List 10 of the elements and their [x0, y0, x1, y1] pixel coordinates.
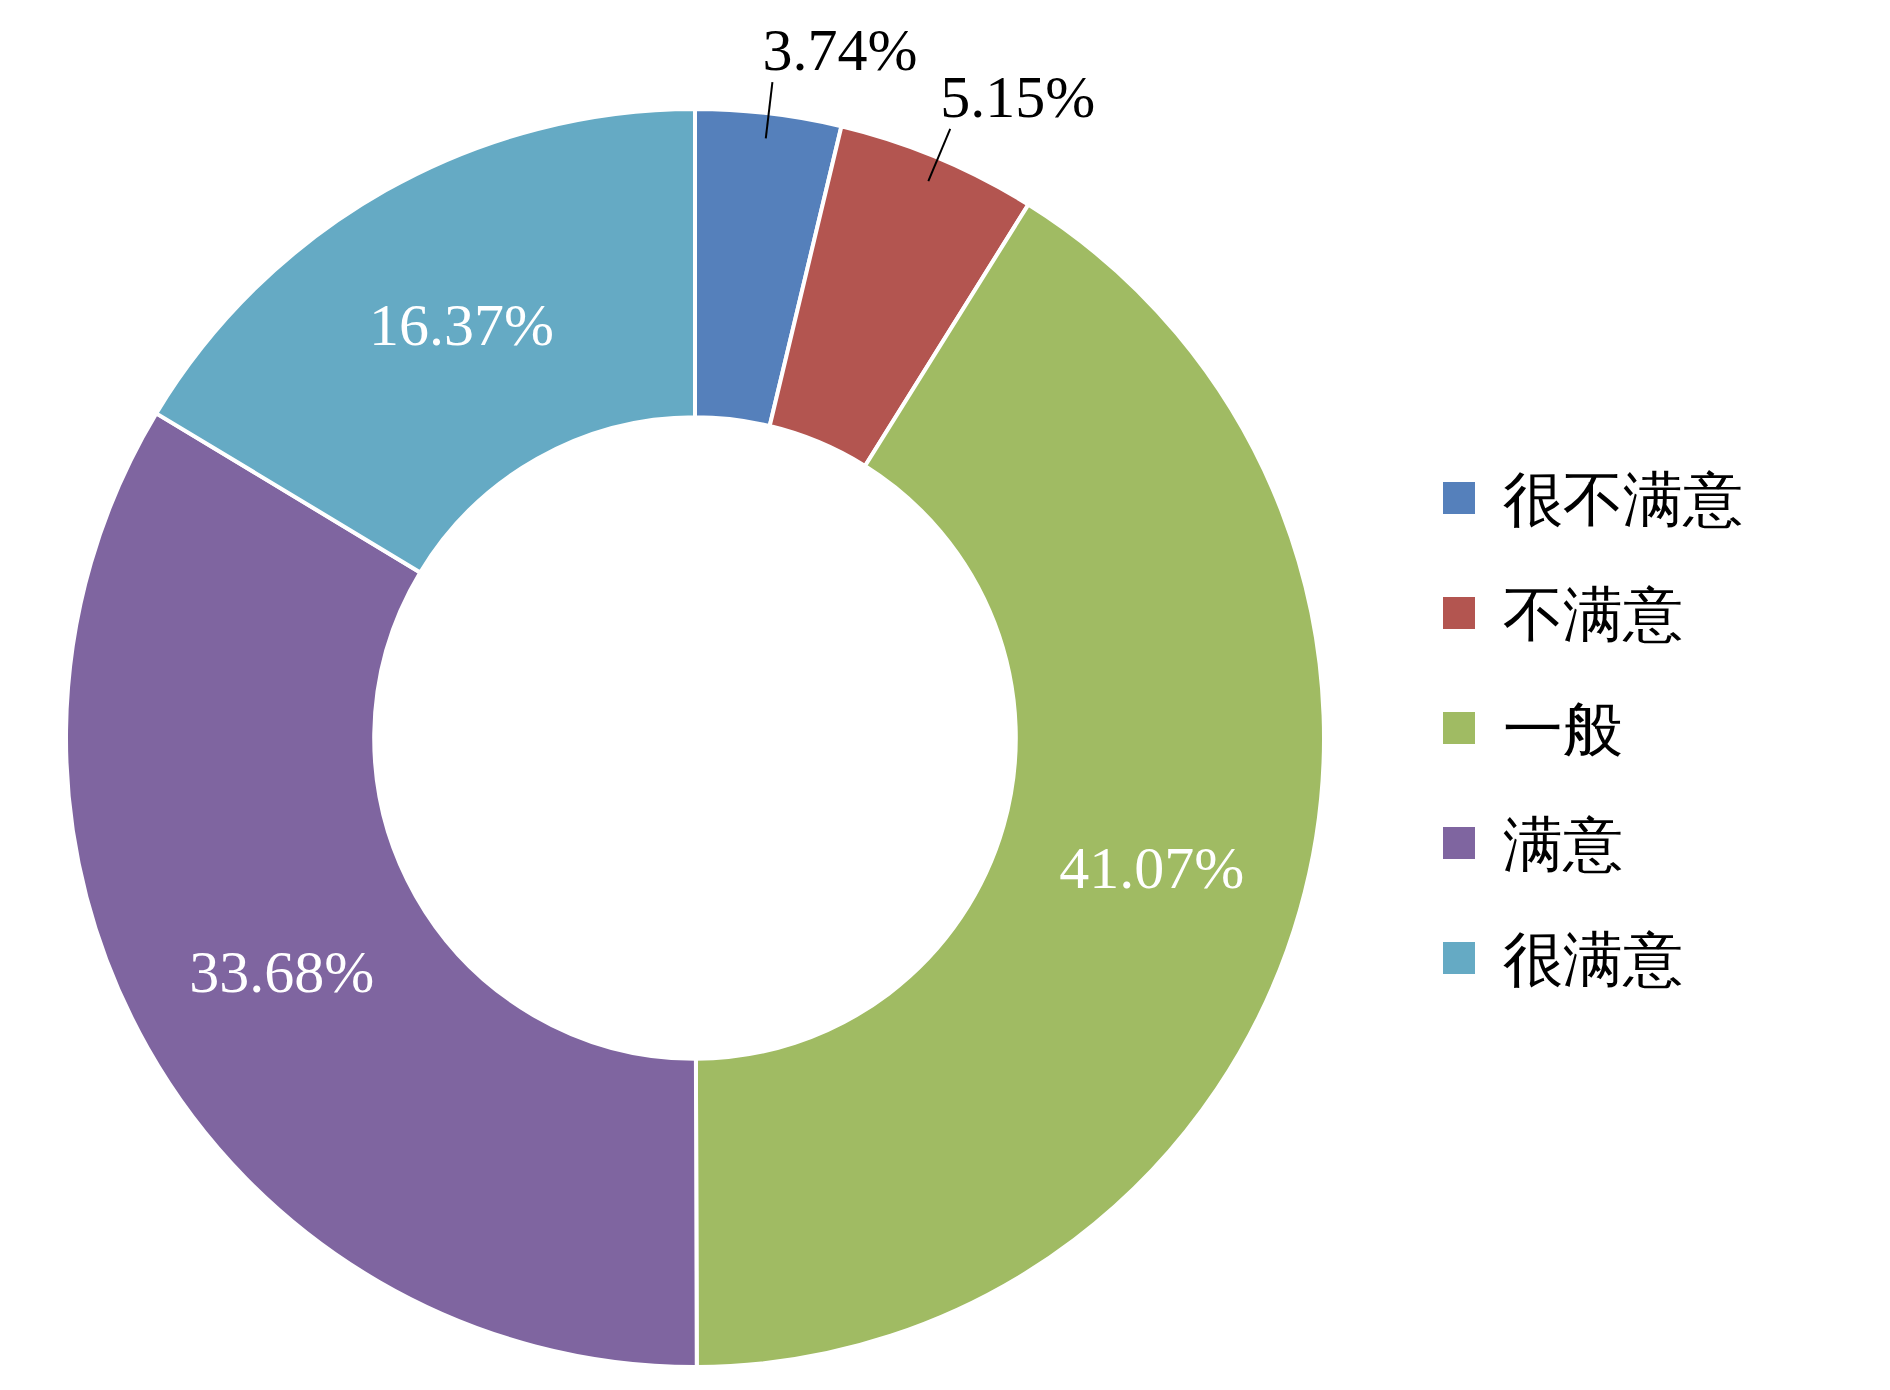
- data-label: 41.07%: [1059, 835, 1245, 902]
- data-label: 16.37%: [368, 291, 554, 358]
- legend-label: 不满意: [1503, 579, 1683, 649]
- data-label: 33.68%: [189, 939, 375, 1006]
- legend-label: 很满意: [1503, 924, 1683, 994]
- legend-label: 很不满意: [1503, 464, 1743, 534]
- legend-label: 一般: [1503, 694, 1623, 764]
- legend-label: 满意: [1503, 809, 1623, 879]
- data-label: 3.74%: [762, 17, 918, 84]
- data-label: 5.15%: [940, 63, 1096, 130]
